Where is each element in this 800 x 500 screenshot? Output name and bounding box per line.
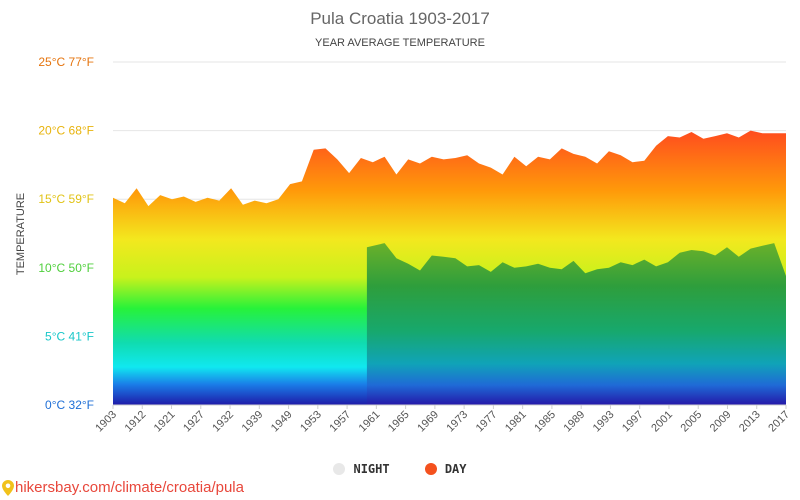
legend-day-dot (424, 463, 437, 475)
x-tick-label: 1969 (415, 409, 441, 435)
y-axis-label: TEMPERATURE (15, 193, 27, 275)
x-tick-labels: 1903 1912 1921 1927 1932 1939 1949 1953 1957 1961… (93, 405, 792, 434)
x-tick-label: 1921 (152, 409, 178, 435)
legend: NIGHT DAY (0, 462, 800, 478)
x-tick-label: 1957 (327, 409, 353, 435)
x-tick-label: 1912 (123, 409, 149, 435)
legend-night-label: NIGHT (353, 462, 390, 476)
y-tick-label: 20°C 68°F (38, 124, 94, 138)
x-tick-label: 2005 (679, 409, 705, 435)
legend-day-label: DAY (444, 462, 467, 476)
source-link[interactable]: hikersbay.com/climate/croatia/pula (2, 479, 244, 496)
x-tick-label: 1985 (532, 409, 558, 435)
source-link-text: hikersbay.com/climate/croatia/pula (15, 479, 244, 496)
y-tick-labels: 0°C 32°F 5°C 41°F 10°C 50°F 15°C 59°F 20°C 6… (38, 55, 94, 412)
x-tick-label: 1989 (562, 409, 588, 435)
legend-item-day[interactable]: DAY (424, 462, 467, 476)
y-tick-label: 5°C 41°F (45, 329, 94, 343)
chart-title: Pula Croatia 1903-2017 (310, 9, 490, 28)
x-tick-label: 1981 (503, 409, 529, 435)
x-tick-label: 1949 (269, 409, 295, 435)
x-tick-label: 1953 (298, 409, 324, 435)
x-tick-label: 2017 (766, 409, 792, 435)
x-tick-label: 1932 (210, 409, 236, 435)
x-tick-label: 1973 (444, 409, 470, 435)
x-tick-label: 1903 (93, 409, 119, 435)
legend-night-dot (333, 463, 346, 475)
y-tick-label: 10°C 50°F (38, 261, 94, 275)
x-tick-label: 2001 (649, 409, 675, 435)
y-tick-label: 25°C 77°F (38, 55, 94, 69)
x-tick-label: 1939 (240, 409, 266, 435)
y-tick-label: 15°C 59°F (38, 192, 94, 206)
x-tick-label: 1977 (474, 409, 500, 435)
y-tick-label: 0°C 32°F (45, 398, 94, 412)
night-area (366, 243, 786, 405)
x-tick-label: 1997 (620, 409, 646, 435)
location-pin-icon (2, 479, 14, 496)
legend-item-night[interactable]: NIGHT (333, 462, 390, 476)
chart-areas (113, 130, 786, 405)
x-tick-label: 1993 (591, 409, 617, 435)
x-tick-label: 2013 (737, 409, 763, 435)
x-tick-label: 1961 (357, 409, 383, 435)
chart-subtitle: YEAR AVERAGE TEMPERATURE (315, 37, 485, 49)
x-tick-label: 1965 (386, 409, 412, 435)
x-tick-label: 2009 (708, 409, 734, 435)
x-tick-label: 1927 (181, 409, 207, 435)
